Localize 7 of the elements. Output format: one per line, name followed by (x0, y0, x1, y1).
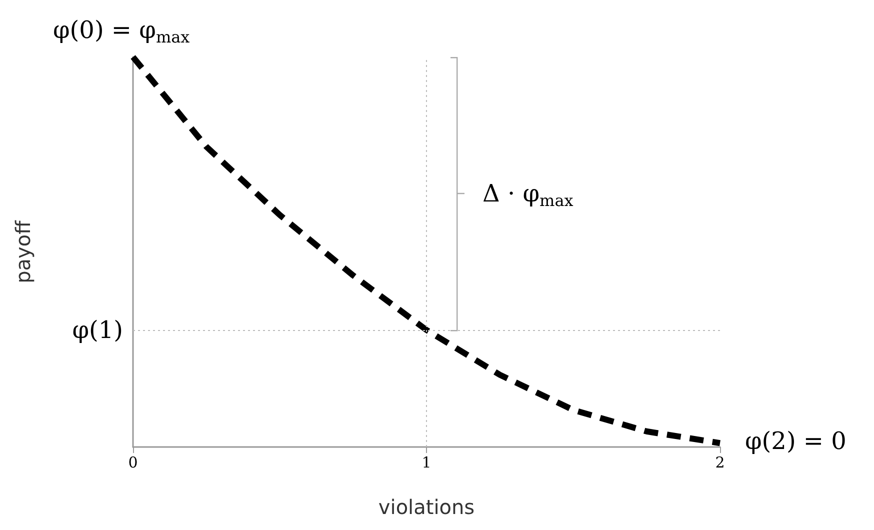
text: φ(2) = 0 (745, 427, 846, 455)
text: φ(1) (72, 316, 123, 344)
y-axis-title: payoff (11, 219, 35, 284)
x-axis-title: violations (378, 495, 475, 519)
x-tick-label: 0 (128, 454, 138, 472)
x-tick-label: 2 (715, 454, 725, 472)
x-tick-label: 1 (422, 454, 432, 472)
